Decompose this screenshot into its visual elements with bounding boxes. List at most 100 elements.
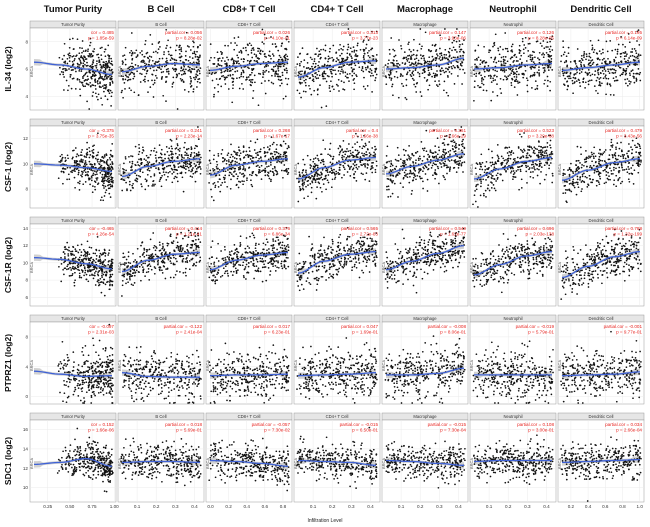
data-point xyxy=(367,61,370,64)
data-point xyxy=(155,50,157,53)
data-point xyxy=(286,83,289,86)
data-point xyxy=(497,155,500,158)
data-point xyxy=(101,103,104,106)
data-point xyxy=(595,89,597,92)
data-point xyxy=(78,52,81,55)
data-point xyxy=(182,68,185,71)
data-point xyxy=(414,61,417,64)
data-point xyxy=(636,63,638,66)
data-point xyxy=(305,84,307,87)
data-point xyxy=(282,155,285,158)
data-point xyxy=(176,144,179,147)
data-point xyxy=(348,53,351,55)
data-point xyxy=(304,81,307,84)
data-point xyxy=(347,43,350,46)
data-point xyxy=(609,60,611,63)
data-point xyxy=(364,66,367,69)
data-point xyxy=(260,82,263,85)
data-point xyxy=(108,157,111,159)
data-point xyxy=(578,81,581,84)
data-point xyxy=(409,171,412,173)
data-point xyxy=(190,67,193,70)
data-point xyxy=(525,166,528,169)
data-point xyxy=(600,52,603,55)
p-value-label: p = 8.28e-05 xyxy=(528,36,554,41)
data-point xyxy=(353,49,356,52)
data-point xyxy=(283,169,285,172)
data-point xyxy=(473,194,476,197)
data-point xyxy=(140,183,143,185)
data-point xyxy=(169,46,172,49)
data-point xyxy=(215,160,218,163)
data-point xyxy=(104,87,107,90)
data-point xyxy=(171,83,174,85)
data-point xyxy=(306,154,309,157)
data-point xyxy=(600,72,602,75)
data-point xyxy=(217,63,220,65)
data-point xyxy=(83,155,86,158)
data-point xyxy=(209,43,212,45)
data-point xyxy=(370,69,373,72)
data-point xyxy=(90,179,93,182)
data-point xyxy=(89,71,92,74)
data-point xyxy=(442,153,444,156)
data-point xyxy=(580,64,583,67)
data-point xyxy=(311,58,313,61)
data-point xyxy=(350,55,353,58)
data-point xyxy=(61,58,64,60)
data-point xyxy=(198,70,201,72)
data-point xyxy=(128,87,131,89)
data-point xyxy=(634,64,637,66)
data-point xyxy=(240,52,243,54)
data-point xyxy=(247,76,250,78)
data-point xyxy=(448,170,451,172)
data-point xyxy=(311,180,313,183)
data-point xyxy=(176,156,179,159)
data-point xyxy=(550,54,553,57)
data-point xyxy=(594,70,597,72)
data-point xyxy=(615,174,618,177)
data-point xyxy=(243,174,246,177)
data-point xyxy=(599,149,601,151)
data-point xyxy=(142,68,144,71)
data-point xyxy=(621,180,624,183)
data-point xyxy=(103,66,106,69)
data-point xyxy=(151,73,154,76)
data-point xyxy=(84,160,87,162)
data-point xyxy=(364,164,366,167)
data-point xyxy=(238,87,241,90)
data-point xyxy=(572,92,574,95)
data-point xyxy=(128,66,131,69)
data-point xyxy=(604,169,606,171)
data-point xyxy=(409,74,412,76)
data-point xyxy=(74,186,76,189)
data-point xyxy=(365,43,368,46)
data-point xyxy=(82,75,84,78)
data-point xyxy=(597,72,599,74)
data-point xyxy=(147,79,150,82)
data-point xyxy=(60,160,63,162)
data-point xyxy=(599,159,602,162)
data-point xyxy=(318,53,320,56)
data-point xyxy=(610,141,613,144)
data-point xyxy=(586,72,589,75)
data-point xyxy=(279,75,282,78)
data-point xyxy=(583,181,586,184)
data-point xyxy=(385,83,388,86)
data-point xyxy=(328,87,331,89)
data-point xyxy=(448,71,451,73)
data-point xyxy=(59,161,62,163)
data-point xyxy=(621,166,623,169)
data-point xyxy=(82,159,84,161)
data-point xyxy=(549,50,551,53)
data-point xyxy=(254,81,256,84)
data-point xyxy=(187,90,190,93)
data-point xyxy=(263,169,265,172)
data-point xyxy=(488,189,491,192)
data-point xyxy=(319,53,322,56)
data-point xyxy=(576,178,579,181)
data-point xyxy=(344,75,347,78)
data-point xyxy=(632,72,635,75)
data-point xyxy=(280,169,283,172)
